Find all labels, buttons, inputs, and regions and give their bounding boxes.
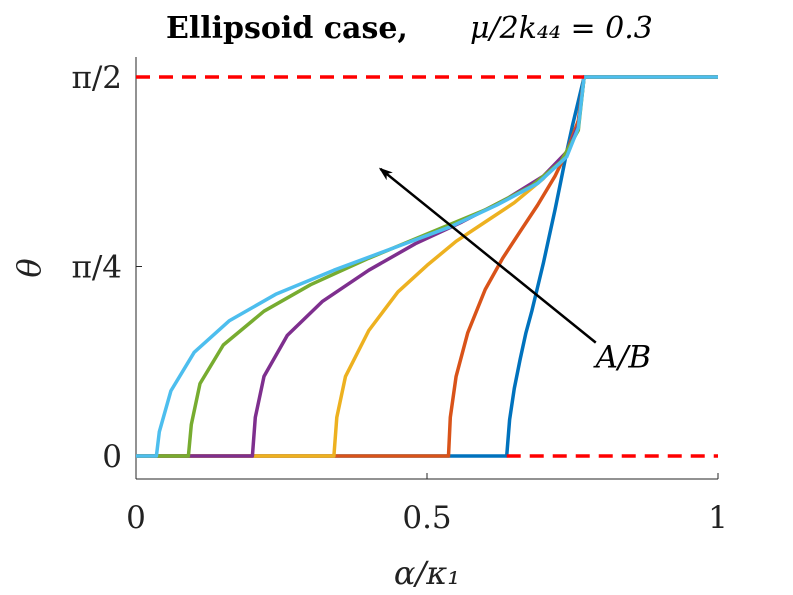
annotations: A/B (378, 167, 652, 375)
x-tick-label: 0.5 (402, 500, 451, 536)
chart-title-math: μ/2k₄₄ = 0.3 (470, 11, 653, 46)
chart-title: Ellipsoid case, (166, 11, 408, 46)
y-tick-label: π/4 (71, 250, 122, 286)
x-tick-label: 1 (708, 500, 728, 536)
series-line-1 (136, 75, 718, 458)
ticks: 0 0.5 1 0 π/4 π/2 (71, 60, 727, 536)
series-lines (136, 75, 718, 458)
y-tick-label: π/2 (71, 60, 122, 96)
y-axis-label: θ (10, 258, 48, 277)
y-tick-label: 0 (102, 439, 122, 475)
annotation-label: A/B (593, 339, 652, 375)
x-tick-label: 0 (126, 500, 146, 536)
annotation-arrow (378, 167, 597, 344)
reference-lines (136, 75, 718, 458)
x-axis-label: α/κ₁ (394, 554, 460, 592)
series-line-3 (136, 75, 718, 458)
series-line-6 (136, 75, 718, 458)
